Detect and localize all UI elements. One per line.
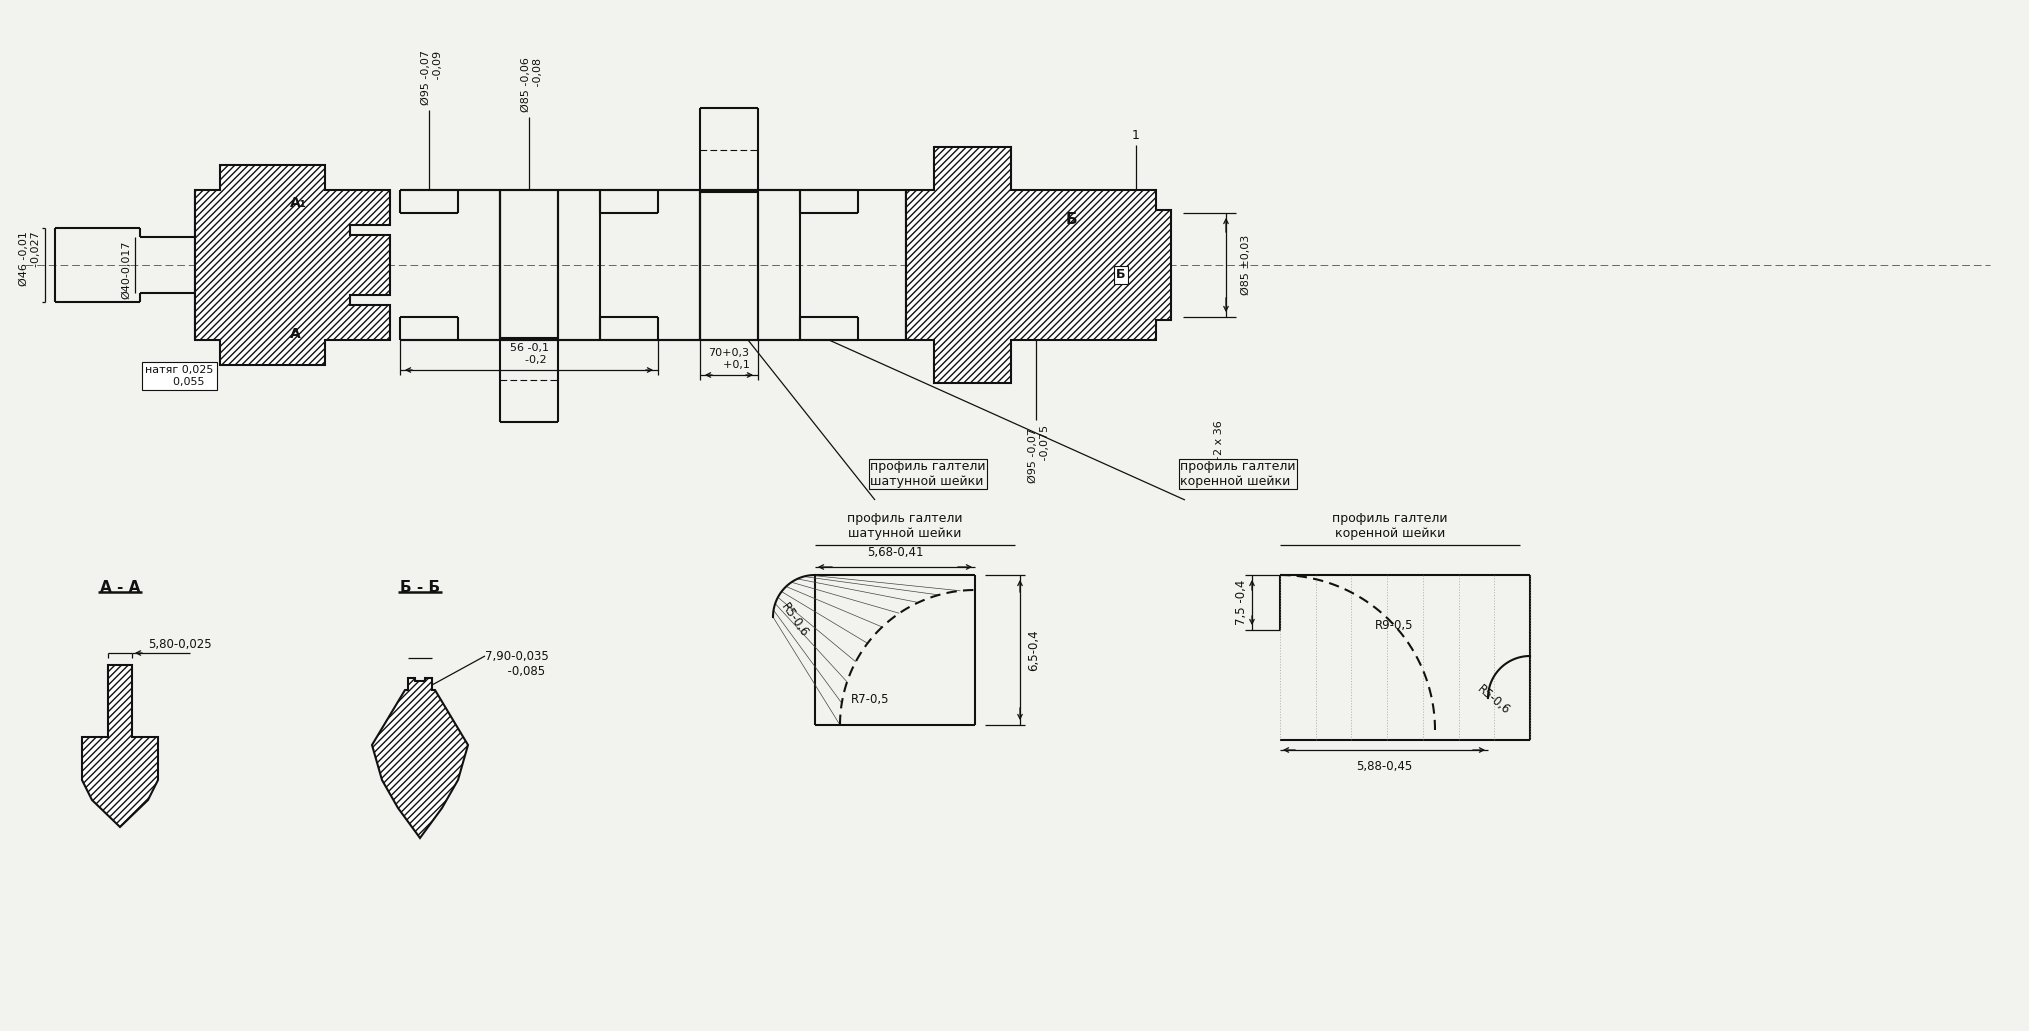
Text: R5-0,6: R5-0,6	[779, 600, 812, 639]
Text: 7,90-0,035
      -0,085: 7,90-0,035 -0,085	[485, 650, 548, 678]
Text: 5,80-0,025: 5,80-0,025	[148, 638, 211, 651]
Text: профиль галтели
шатунной шейки: профиль галтели шатунной шейки	[870, 460, 986, 488]
Text: M+2 x 36: M+2 x 36	[1213, 420, 1223, 474]
Text: A₁: A₁	[290, 196, 306, 210]
Polygon shape	[371, 678, 469, 838]
Text: Б: Б	[1065, 212, 1077, 227]
Text: Ø95 -0,07
       -0,075: Ø95 -0,07 -0,075	[1029, 425, 1049, 486]
Text: Б - Б: Б - Б	[400, 580, 440, 595]
Text: R7-0,5: R7-0,5	[850, 694, 889, 706]
Text: R5-0,6: R5-0,6	[1475, 683, 1514, 718]
Text: R9-0,5: R9-0,5	[1376, 619, 1414, 632]
Text: 70+0,3
    +0,1: 70+0,3 +0,1	[708, 348, 749, 370]
Text: 5,68-0,41: 5,68-0,41	[866, 546, 923, 559]
Text: 6,5-0,4: 6,5-0,4	[1027, 629, 1041, 671]
Text: 7,5 -0,4: 7,5 -0,4	[1236, 579, 1248, 625]
Text: 56 -0,1
    -0,2: 56 -0,1 -0,2	[509, 343, 548, 365]
Text: натяг 0,025
        0,055: натяг 0,025 0,055	[144, 365, 213, 387]
Text: Б: Б	[1116, 268, 1126, 281]
Text: Ø46 -0,01
      -0,027: Ø46 -0,01 -0,027	[20, 232, 41, 289]
Polygon shape	[81, 665, 158, 827]
Text: Ø85 ±0,03: Ø85 ±0,03	[1242, 235, 1252, 295]
Text: профиль галтели
коренной шейки: профиль галтели коренной шейки	[1181, 460, 1295, 488]
Text: Ø95 -0,07
       -0,09: Ø95 -0,07 -0,09	[422, 49, 442, 105]
Text: Ø85 -0,06
       -0,08: Ø85 -0,06 -0,08	[521, 57, 544, 112]
Text: профиль галтели
коренной шейки: профиль галтели коренной шейки	[1333, 512, 1449, 540]
Text: A - A: A - A	[99, 580, 140, 595]
Polygon shape	[195, 165, 390, 365]
Text: профиль галтели
шатунной шейки: профиль галтели шатунной шейки	[848, 512, 962, 540]
Polygon shape	[907, 147, 1171, 383]
Text: Ø40-0,017: Ø40-0,017	[122, 241, 132, 299]
Text: 1: 1	[1132, 129, 1140, 142]
Text: A: A	[290, 327, 300, 341]
Text: 5,88-0,45: 5,88-0,45	[1355, 760, 1412, 773]
